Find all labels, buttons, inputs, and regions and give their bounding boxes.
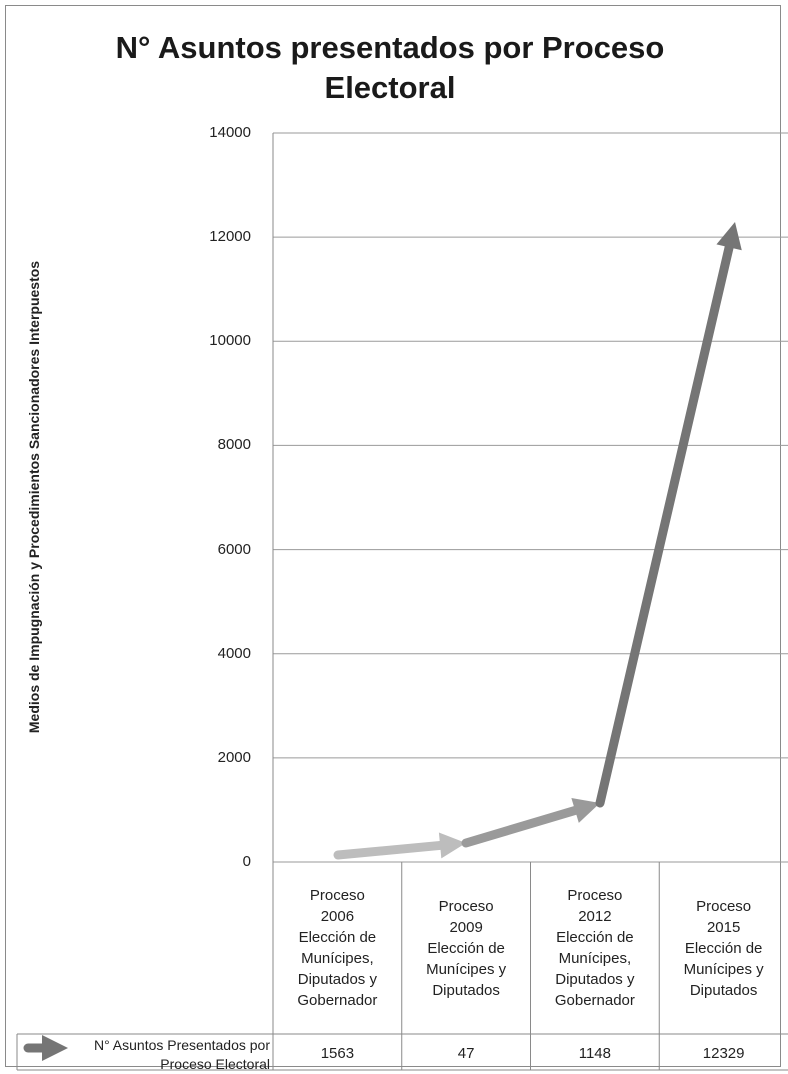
x-category-label: Proceso 2015 Elección de Munícipes y Diputad… <box>683 897 764 999</box>
x-category-label: Proceso 2012 Elección de Munícipes, Diputado… <box>554 887 635 1009</box>
x-category-label: Proceso 2006 Elección de Munícipes, Diputado… <box>297 887 378 1009</box>
y-tick-label: 0 <box>242 853 251 870</box>
data-table-value: 12329 <box>702 1044 745 1062</box>
y-tick-label: 14000 <box>209 124 251 141</box>
y-tick-label: 6000 <box>217 540 251 558</box>
series-segment-1 <box>333 840 445 860</box>
legend-series-name: N° Asuntos Presentados por Proceso Elect… <box>93 1037 270 1072</box>
y-tick-label: 10000 <box>209 332 251 350</box>
data-table-value: 47 <box>457 1044 475 1062</box>
y-tick-label: 4000 <box>217 644 251 662</box>
series-segment-3-head <box>716 222 742 251</box>
y-tick-label: 2000 <box>217 748 251 766</box>
legend-marker-head <box>42 1035 68 1061</box>
series-segment-3 <box>595 242 734 808</box>
chart-frame <box>5 5 781 1067</box>
chart-title: N° Asuntos presentados por Proceso Elect… <box>115 30 665 105</box>
series-segment-2-head <box>571 797 600 823</box>
series-segment-1-head <box>438 832 466 859</box>
y-tick-label: 12000 <box>209 228 251 246</box>
y-tick-label: 8000 <box>217 436 251 454</box>
x-category-label: Proceso 2009 Elección de Munícipes y Diputad… <box>426 897 507 999</box>
data-table-value: 1148 <box>578 1044 611 1062</box>
data-table-value: 1563 <box>320 1044 355 1062</box>
series-segment-2 <box>461 805 580 848</box>
